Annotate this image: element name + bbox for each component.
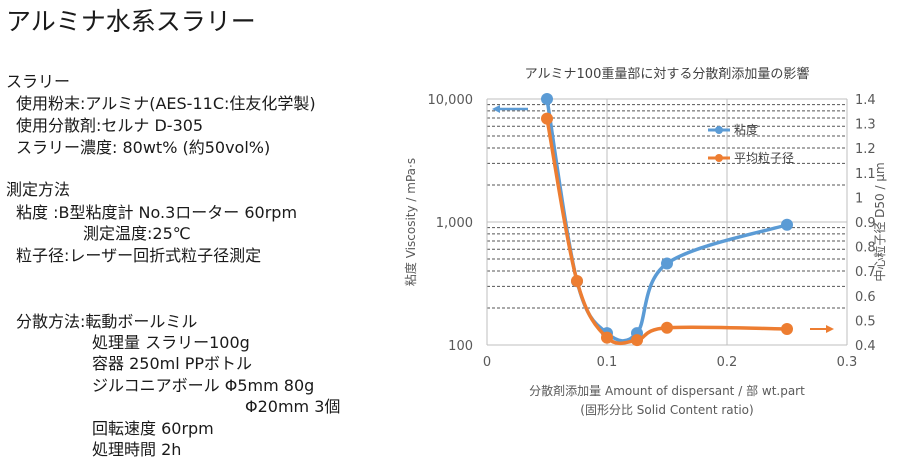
text-concentration: スラリー濃度: 80wt% (約50vol%)	[16, 138, 271, 157]
particle-size-series-line	[545, 118, 788, 346]
viscosity-axis-arrow-head	[492, 105, 500, 113]
y2-tick-label: 0.5	[855, 314, 876, 329]
y2-tick-label: 1.2	[855, 142, 876, 157]
slide-title: アルミナ水系スラリー	[6, 7, 256, 36]
particle-size-axis-arrow-head	[826, 325, 834, 333]
y2-tick-label: 0.8	[855, 241, 876, 256]
y2-tick-label: 1.4	[855, 93, 876, 108]
text-slurry-heading: スラリー	[6, 72, 71, 91]
legend-viscosity-label: 粘度	[734, 122, 758, 137]
y-axis-label: 粘度 Viscosity / mPa·s	[403, 158, 418, 286]
text-zirconia-ball: ジルコニアボール Φ5mm 80g	[92, 376, 315, 395]
y2-tick-label: 1.1	[855, 167, 876, 182]
y2-tick-label: 1.3	[855, 118, 876, 133]
y2-tick-label: 0.4	[855, 339, 876, 354]
x-axis-label-secondary: (固形分比 Solid Content ratio)	[580, 403, 753, 417]
particle-size-point	[601, 331, 613, 344]
particle-size-point	[571, 275, 583, 288]
x-tick-label: 0.1	[597, 355, 618, 370]
text-powder: 使用粉末:アルミナ(AES-11C:住友化学製)	[16, 94, 316, 113]
text-process-time: 処理時間 2h	[92, 440, 182, 459]
dispersant-effect-chart: アルミナ100重量部に対する分散剤添加量の影響 0 0.1 0.2 0.3 100 1,00…	[403, 66, 887, 417]
viscosity-point	[781, 218, 793, 231]
particle-size-point	[661, 321, 673, 334]
x-tick-label: 0.3	[837, 355, 858, 370]
x-tick-label: 0.2	[717, 355, 738, 370]
particle-size-point	[781, 323, 793, 336]
text-ball-20mm: Φ20mm 3個	[245, 397, 341, 416]
text-rotation-speed: 回転速度 60rpm	[92, 419, 214, 438]
y2-tick-label: 0.7	[855, 265, 876, 280]
text-viscosity-method: 粘度 :B型粘度計 No.3ローター 60rpm	[16, 203, 298, 222]
text-container: 容器 250ml PPボトル	[92, 354, 253, 373]
y-tick-label: 10,000	[428, 93, 474, 108]
legend-viscosity-marker	[715, 126, 723, 134]
legend-particle-size-label: 平均粒子径	[734, 150, 794, 165]
particle-size-point	[541, 112, 553, 125]
y2-tick-label: 0.9	[855, 216, 876, 231]
y2-tick-label: 1	[855, 191, 863, 206]
text-amount: 処理量 スラリー100g	[92, 333, 250, 352]
x-tick-label: 0	[483, 355, 491, 370]
chart-title: アルミナ100重量部に対する分散剤添加量の影響	[525, 66, 810, 82]
x-axis-label: 分散剤添加量 Amount of dispersant / 部 wt.part	[529, 383, 805, 398]
viscosity-point	[661, 257, 673, 270]
y2-axis-label: 中心粒子径 D50 / μm	[872, 162, 887, 281]
text-dispersant: 使用分散剤:セルナ D-305	[16, 116, 204, 135]
text-particle-method: 粒子径:レーザー回折式粒子径測定	[16, 246, 262, 265]
y-tick-label: 1,000	[436, 216, 473, 231]
y2-tick-label: 0.6	[855, 290, 876, 305]
text-method-heading: 測定方法	[6, 180, 71, 199]
y-tick-label: 100	[448, 339, 473, 354]
legend-particle-size-marker	[715, 154, 723, 162]
viscosity-point	[541, 93, 553, 105]
text-measure-temp: 測定温度:25℃	[83, 224, 191, 243]
text-dispersion-method: 分散方法:転動ボールミル	[16, 312, 198, 331]
particle-size-point	[631, 334, 643, 347]
